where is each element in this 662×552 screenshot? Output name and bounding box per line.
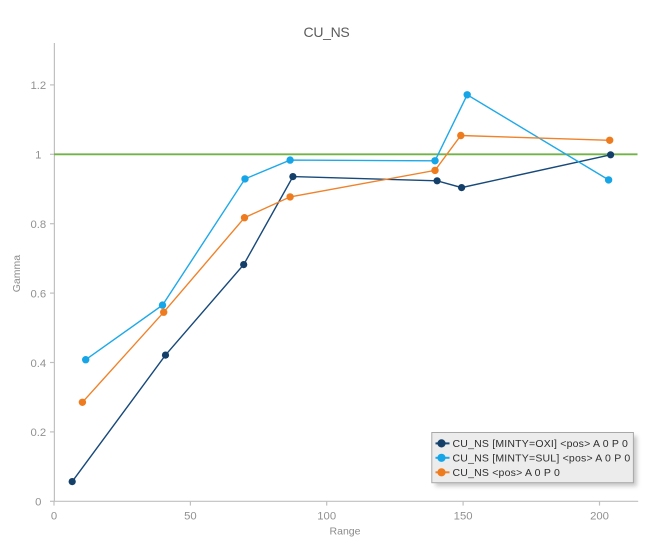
- svg-text:200: 200: [590, 510, 609, 522]
- svg-text:50: 50: [184, 510, 197, 522]
- svg-text:0: 0: [51, 510, 57, 522]
- svg-text:0.4: 0.4: [30, 358, 46, 370]
- svg-text:0.6: 0.6: [30, 288, 46, 300]
- svg-text:0: 0: [35, 497, 41, 509]
- svg-text:0.8: 0.8: [30, 219, 46, 231]
- svg-text:0.2: 0.2: [30, 427, 46, 439]
- svg-text:Gamma: Gamma: [11, 255, 23, 293]
- svg-text:CU_NS: CU_NS: [304, 24, 350, 40]
- svg-text:1.2: 1.2: [30, 80, 46, 92]
- svg-text:1: 1: [35, 150, 41, 162]
- svg-text:150: 150: [454, 510, 473, 522]
- svg-text:CU_NS [MINTY=SUL] <pos> A 0 P: CU_NS [MINTY=SUL] <pos> A 0 P 0: [453, 453, 631, 465]
- svg-text:CU_NS [MINTY=OXI] <pos> A 0 P: CU_NS [MINTY=OXI] <pos> A 0 P 0: [453, 438, 629, 450]
- svg-text:CU_NS <pos> A 0 P 0: CU_NS <pos> A 0 P 0: [453, 467, 561, 479]
- svg-text:100: 100: [317, 510, 336, 522]
- svg-text:Range: Range: [330, 526, 361, 538]
